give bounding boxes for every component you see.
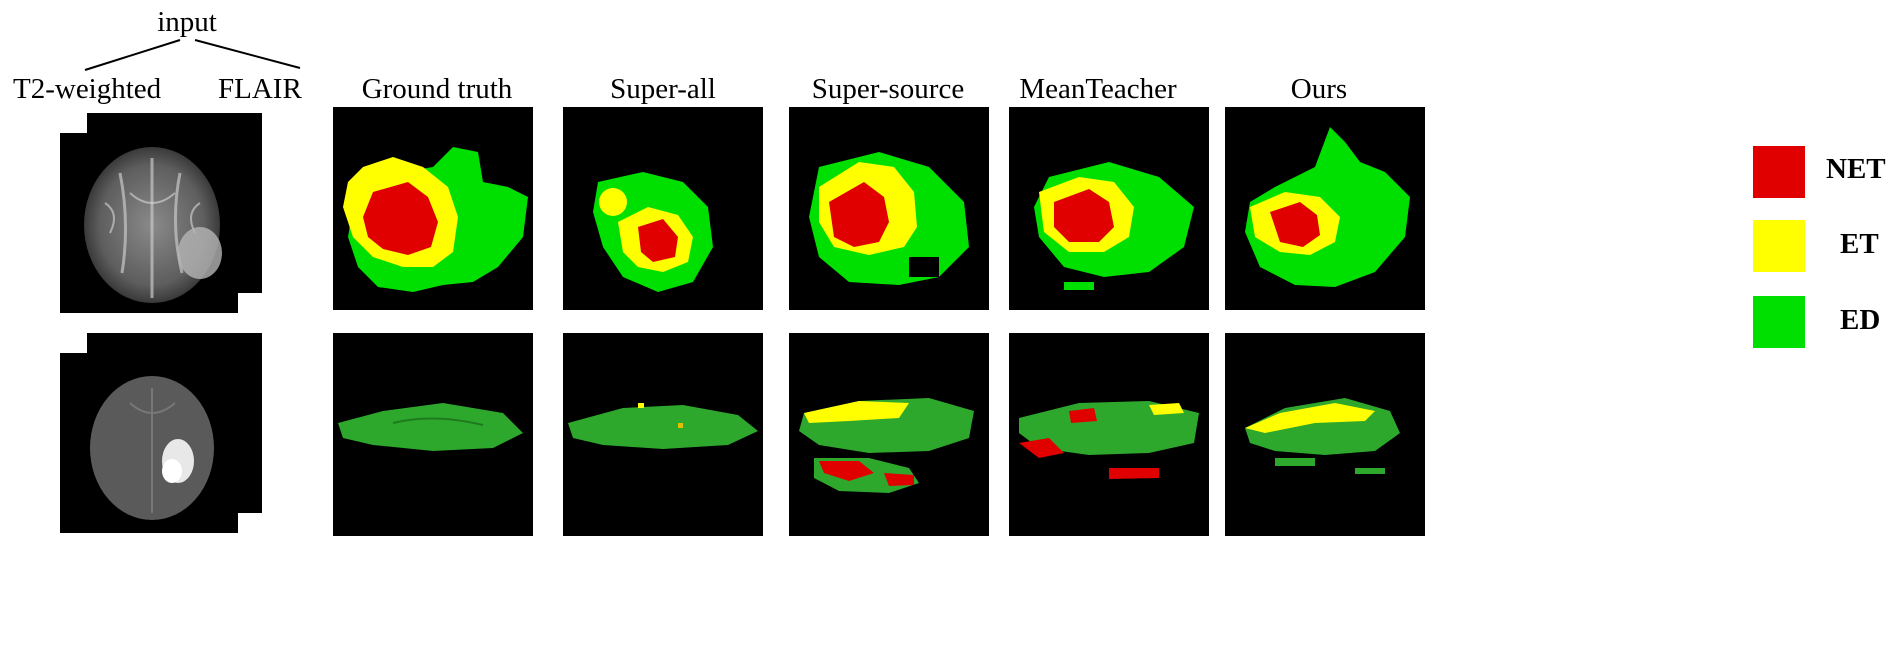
seg-2d-super-all <box>563 107 763 310</box>
brain-mri-image <box>84 147 222 303</box>
seg-2d-ours <box>1225 107 1425 310</box>
column-header-super-all: Super-all <box>610 73 716 105</box>
seg-3d-meanteacher <box>1009 333 1209 536</box>
seg-3d-ours <box>1225 333 1425 536</box>
column-header-ours: Ours <box>1290 73 1348 105</box>
legend-swatch-net <box>1753 146 1805 198</box>
input-branch-lines <box>84 39 301 71</box>
legend-label-net: NET <box>1826 153 1886 185</box>
column-header-meanteacher: MeanTeacher <box>1019 73 1177 105</box>
brain-mri-image-2 <box>90 376 214 520</box>
flair-slice <box>60 353 238 533</box>
seg-2d-super-source <box>789 107 989 310</box>
seg-2d-meanteacher <box>1009 107 1209 310</box>
legend-label-et: ET <box>1840 228 1879 260</box>
column-header-super-source: Super-source <box>811 73 965 105</box>
legend-swatch-ed <box>1753 296 1805 348</box>
seg-3d-ground-truth <box>333 333 533 536</box>
seg-3d-super-source <box>789 333 989 536</box>
legend-label-ed: ED <box>1840 304 1881 336</box>
column-header-ground-truth: Ground truth <box>361 73 513 105</box>
flair-label: FLAIR <box>218 73 302 105</box>
legend-swatch-et <box>1753 220 1805 272</box>
seg-3d-super-all <box>563 333 763 536</box>
input-title: input <box>157 6 217 38</box>
t2-weighted-slice <box>60 133 238 313</box>
seg-2d-ground-truth <box>333 107 533 310</box>
t2-weighted-label: T2-weighted <box>13 73 162 105</box>
